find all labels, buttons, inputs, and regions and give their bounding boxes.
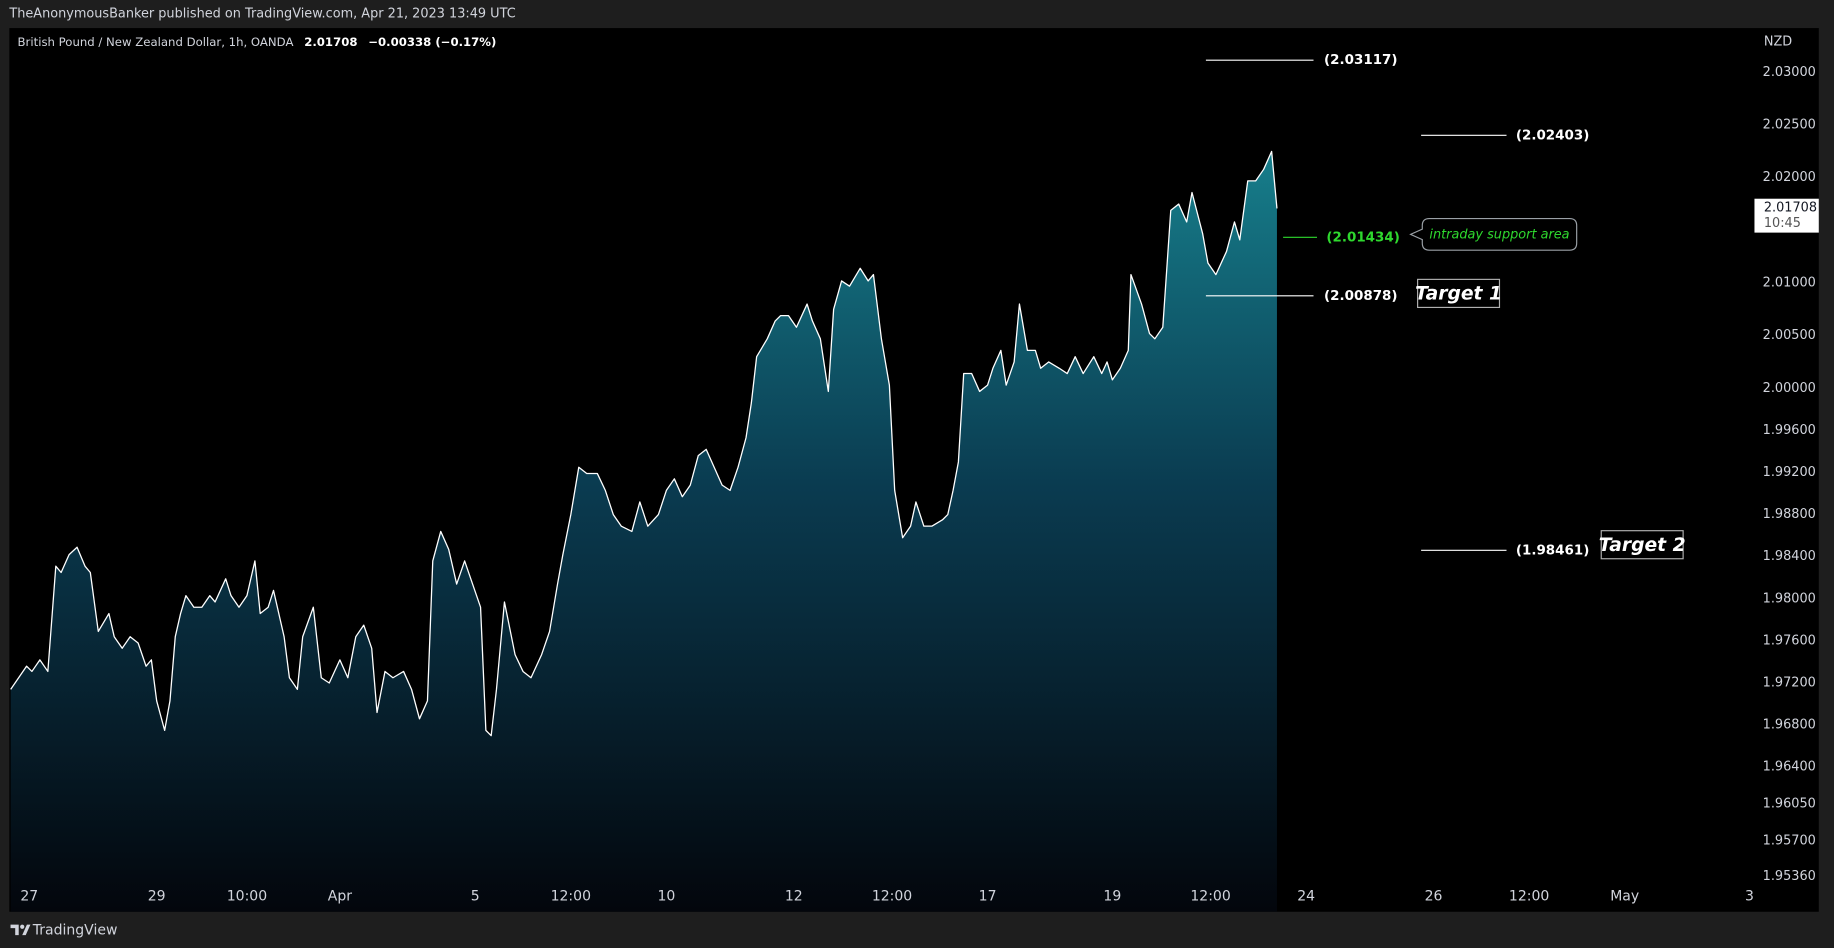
x-tick-label: 12:00: [1509, 889, 1549, 905]
x-tick-label: 12:00: [1190, 889, 1230, 905]
publisher: TheAnonymousBanker published on TradingV…: [8, 7, 515, 22]
x-tick-label: 19: [1103, 889, 1121, 905]
last-price-label: 2.01708 10:45: [1754, 198, 1819, 233]
area-fill: [10, 151, 1277, 912]
y-tick-label: 2.03000: [1763, 65, 1816, 80]
footer-logo: [10, 924, 31, 936]
y-tick-label: 2.00000: [1763, 381, 1816, 396]
x-tick-label: 10: [657, 889, 675, 905]
x-tick-label: 10:00: [227, 889, 267, 905]
target-box: [1600, 530, 1684, 560]
logo-mark: [10, 924, 31, 936]
y-tick-label: 1.95360: [1763, 869, 1816, 884]
y-tick-label: 1.99200: [1763, 465, 1816, 480]
y-tick-label: 1.96800: [1763, 718, 1816, 733]
target-text: Target 2: [1599, 535, 1686, 556]
level-label: (2.01434): [1326, 230, 1400, 245]
y-tick-label: 1.99600: [1763, 423, 1816, 438]
target-text: Target 1: [1415, 283, 1502, 304]
y-tick-label: 1.98000: [1763, 591, 1816, 606]
y-tick-label: 1.96400: [1763, 760, 1816, 775]
legend-change: −0.00338 (−0.17%): [368, 35, 496, 49]
x-tick-label: 3: [1745, 889, 1754, 905]
y-tick-label: 1.98400: [1763, 549, 1816, 564]
level-label: (2.00878): [1324, 289, 1398, 304]
x-tick-label: 5: [471, 889, 480, 905]
legend-price: 2.01708: [304, 35, 357, 49]
x-tick-label: 17: [979, 889, 997, 905]
logo-dot: [20, 924, 25, 929]
y-tick-label: 1.95700: [1763, 833, 1816, 848]
target-2: Target 2: [1599, 530, 1686, 560]
level-label: (1.98461): [1516, 543, 1590, 558]
countdown: 10:45: [1764, 216, 1801, 231]
x-tick-label: 27: [20, 889, 38, 905]
symbol-title: British Pound / New Zealand Dollar, 1h, …: [18, 35, 294, 49]
overlay: 2.03000 2.02500 2.02000 2.01000 2.00500 2.000…: [20, 53, 1816, 904]
callout-box: [1409, 218, 1578, 251]
x-tick-label: Apr: [328, 889, 352, 905]
x-tick-label: 12:00: [551, 889, 591, 905]
x-tick-label: 29: [148, 889, 166, 905]
y-tick-label: 2.00500: [1763, 328, 1816, 343]
y-tick-label: 1.97600: [1763, 633, 1816, 648]
support-callout: intraday support area: [1409, 218, 1578, 251]
price-line: [10, 150, 1278, 737]
y-tick-label: 2.01000: [1763, 276, 1816, 291]
price-text: 2.01708: [1764, 201, 1817, 216]
level-label: (2.03117): [1324, 53, 1398, 68]
y-tick-label: 1.98800: [1763, 507, 1816, 522]
x-tick-label: 24: [1297, 889, 1315, 905]
legend: British Pound / New Zealand Dollar, 1h, …: [18, 35, 497, 49]
y-tick-label: 1.97200: [1763, 676, 1816, 691]
x-tick-label: 26: [1425, 889, 1443, 905]
callout-text: intraday support area: [1429, 227, 1569, 242]
target-box: [1417, 278, 1501, 309]
x-tick-label: May: [1610, 889, 1639, 905]
x-tick-label: 12: [785, 889, 803, 905]
price-box: [1754, 198, 1819, 233]
level-label: (2.02403): [1516, 128, 1590, 143]
y-tick-label: 2.02000: [1763, 170, 1816, 185]
currency: NZD: [1764, 35, 1792, 50]
plot-area: [10, 150, 1278, 912]
footer-brand: TradingView: [32, 922, 118, 938]
y-tick-label: 1.96050: [1763, 797, 1816, 812]
target-1: Target 1: [1415, 278, 1502, 309]
y-tick-label: 2.02500: [1763, 118, 1816, 133]
x-tick-label: 12:00: [872, 889, 912, 905]
